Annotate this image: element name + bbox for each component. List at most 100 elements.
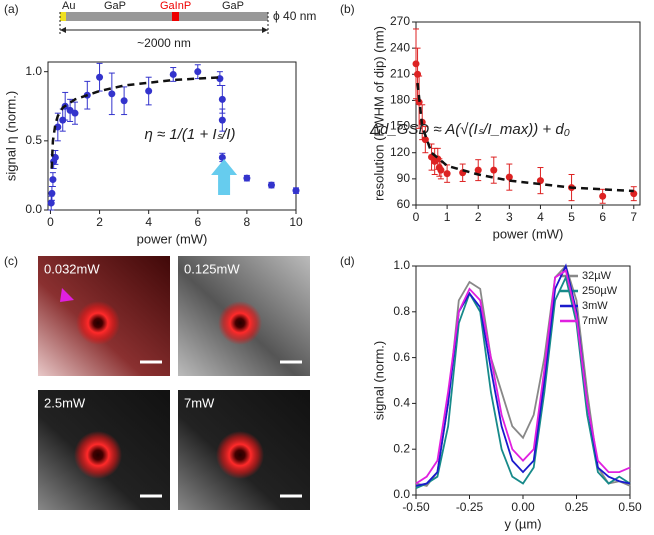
data-point [415,98,423,106]
annotation: Δd_GSD ≈ A(√(Iₛ/I_max)) + d₀ [369,121,570,138]
y-tick-label: 90 [397,171,411,185]
x-tick-label: 5 [568,210,575,224]
highlight-arrow [211,159,238,195]
image-label: 7mW [184,395,215,410]
y-tick-label: 150 [390,119,410,133]
spot [216,431,264,479]
x-axis-label: power (mW) [137,231,208,246]
x-tick-label: 0 [413,210,420,224]
data-point [96,73,104,81]
y-tick-label: 0.2 [393,441,410,455]
x-tick-label: 7 [630,210,637,224]
x-tick-label: 0.00 [511,500,535,514]
x-tick-label: 6 [599,210,606,224]
x-tick-label: 4 [145,215,152,229]
y-tick-label: 1.0 [393,258,410,272]
image-label: 0.125mW [184,261,240,276]
data-point [490,166,498,174]
data-point [474,166,482,174]
plot-frame [47,61,297,211]
data-point [243,174,251,182]
y-tick-label: 1.0 [25,64,42,78]
x-axis-label: y (µm) [504,516,541,531]
data-point [437,166,445,174]
data-point [48,189,56,197]
schematic-label: Au [62,0,75,12]
image-label: 0.032mW [44,261,100,276]
y-axis-label: signal η (norm.) [3,91,18,181]
y-tick-label: 0.8 [393,304,410,318]
data-point [536,177,544,185]
panel-label: (d) [340,254,355,268]
data-point [47,199,55,207]
image-label: 2.5mW [44,395,86,410]
x-tick-label: 0 [47,215,54,229]
y-tick-label: 0.0 [25,202,42,216]
nanowire [60,12,268,21]
data-point [218,95,226,103]
data-point [414,70,422,78]
panel-label: (b) [340,2,355,16]
schematic-label: GaP [222,0,244,12]
data-point [412,60,420,68]
legend-label: 3mW [582,300,608,312]
x-tick-label: -0.50 [402,500,430,514]
legend-label: 7mW [582,315,608,327]
y-axis-label: signal (norm.) [371,341,386,420]
fit-curve [416,82,634,193]
data-point [169,70,177,78]
panel-label: (c) [4,254,18,268]
data-point [108,90,116,98]
data-point [120,97,128,105]
data-point [51,153,59,161]
panel-label: (a) [4,2,19,16]
spot [76,301,120,345]
x-tick-label: 0.50 [618,500,642,514]
fit-curve [50,75,223,169]
schematic-label: GaP [104,0,126,12]
y-tick-label: 0.6 [393,350,410,364]
schematic-diameter: ϕ 40 nm [273,9,316,23]
legend-label: 32µW [582,270,612,282]
data-point [421,136,429,144]
y-tick-label: 0.4 [393,396,410,410]
y-tick-label: 0.0 [393,487,410,501]
x-axis-label: power (mW) [493,226,564,241]
y-tick-label: 0.5 [25,133,42,147]
schematic: Au GaP GaInP GaP ϕ 40 nm ~2000 nm [59,0,316,50]
x-tick-label: 2 [96,215,103,229]
x-tick-label: 8 [244,215,251,229]
au-tip [60,12,66,21]
x-tick-label: 1 [444,210,451,224]
y-tick-label: 120 [390,145,410,159]
x-tick-label: 2 [475,210,482,224]
y-tick-label: 240 [390,40,410,54]
data-point [443,170,451,178]
data-point [216,75,224,83]
spot [218,301,262,345]
y-axis-label: resolution (FWHM of dip) (nm) [371,26,386,201]
x-tick-label: -0.25 [456,500,484,514]
data-point [505,173,513,181]
y-tick-label: 180 [390,93,410,107]
annotation: η ≈ 1/(1 + Iₛ/I) [145,126,236,143]
schematic-length: ~2000 nm [137,36,191,50]
schematic-label: GaInP [160,0,191,12]
data-point [145,87,153,95]
data-point [267,181,275,189]
data-point [599,192,607,200]
x-tick-label: 6 [194,215,201,229]
data-point [54,123,62,131]
y-tick-label: 210 [390,66,410,80]
spot [74,431,122,479]
image-panel: (c) 0.032mW 0.125mW 2.5mW 7mW [4,254,310,510]
x-tick-label: 3 [506,210,513,224]
data-point [49,176,57,184]
y-tick-label: 270 [390,14,410,28]
legend-label: 250µW [582,285,618,297]
gainp-segment [172,12,179,21]
y-tick-label: 60 [397,197,411,211]
data-point [292,187,300,195]
data-point [194,68,202,76]
line [415,274,631,489]
